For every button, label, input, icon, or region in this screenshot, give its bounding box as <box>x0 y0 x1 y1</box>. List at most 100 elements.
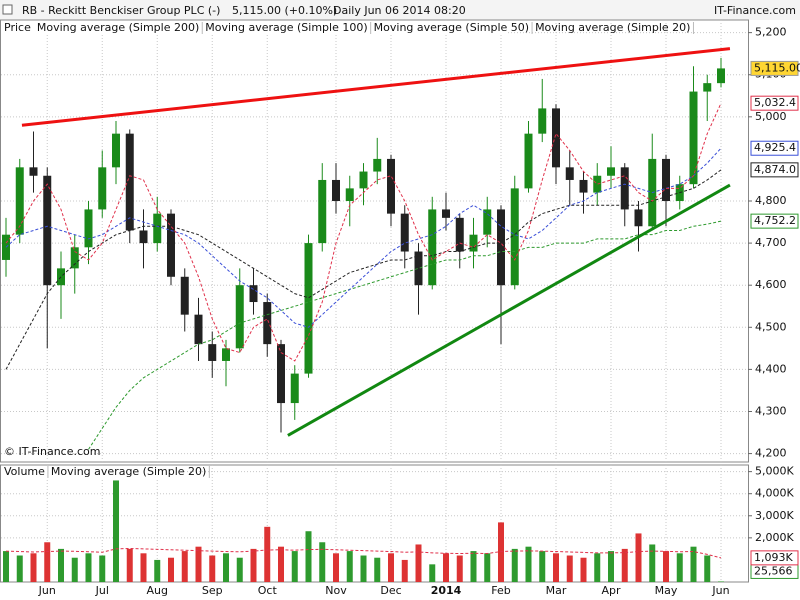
candle-body <box>662 158 670 202</box>
legend-item: Moving average (Simple 50) <box>374 21 529 34</box>
volume-bar <box>511 548 518 582</box>
y-tick-label: 4,300 <box>755 404 787 417</box>
last-value-label: 25,566 <box>754 564 793 577</box>
volume-bar <box>305 531 312 582</box>
price-panel: 4,200 4,300 4,400 4,500 4,600 4,700 4,800 5,000… <box>0 19 800 463</box>
y-tick-label: 2,000K <box>755 531 794 544</box>
x-tick-label: Jul <box>95 584 109 597</box>
volume-bar <box>484 553 491 582</box>
volume-bar <box>539 551 546 582</box>
candle-body <box>167 213 175 277</box>
volume-bar <box>429 564 436 582</box>
volume-bar <box>85 553 92 582</box>
candle-body <box>180 276 189 315</box>
volume-bar <box>388 553 394 582</box>
x-tick-label: Jun <box>711 584 729 597</box>
trendline <box>21 47 731 127</box>
y-tick-label: 4,000K <box>755 487 794 500</box>
volume-bar <box>663 551 669 582</box>
x-tick-label: Sep <box>202 584 223 597</box>
candle-body <box>497 209 505 286</box>
moving-average-line <box>5 547 722 559</box>
moving-average-line <box>5 102 722 362</box>
candle-body <box>387 158 395 214</box>
volume-bar <box>690 546 697 582</box>
candle-body <box>552 108 560 168</box>
volume-bar <box>223 553 229 582</box>
last-value-label: 4,925.4 <box>754 141 796 154</box>
candle-body <box>717 68 725 84</box>
candle-body <box>359 171 368 189</box>
volume-bar <box>456 555 463 582</box>
y-tick-label: 4,700 <box>755 236 787 249</box>
candle-body <box>634 209 643 227</box>
volume-bar <box>676 553 683 582</box>
source: IT-Finance.com <box>714 4 796 17</box>
candle-body <box>510 188 519 286</box>
candle-body <box>208 344 217 361</box>
volume-bar <box>126 548 133 582</box>
legend-item: Moving average (Simple 200) <box>37 21 199 34</box>
x-tick-label: Feb <box>491 584 510 597</box>
menu-icon[interactable] <box>2 4 13 15</box>
volume-bar <box>594 553 601 582</box>
last-value-label: 1,093K <box>754 551 793 564</box>
y-tick-label: 3,000K <box>755 509 794 522</box>
candle-body <box>15 167 24 235</box>
volume-bar <box>621 548 628 582</box>
legend-item: Moving average (Simple 100) <box>205 21 367 34</box>
volume-bar <box>44 542 51 582</box>
x-tick-label: Apr <box>601 584 621 597</box>
volume-bar <box>140 553 147 582</box>
candle-body <box>579 179 588 193</box>
chart-title: RB - Reckitt Benckiser Group PLC (-) <box>22 4 220 17</box>
candle-body <box>414 251 423 286</box>
volume-bar <box>401 559 408 582</box>
candle-body <box>222 348 230 361</box>
volume-bar <box>346 551 353 582</box>
volume-bar <box>58 548 64 582</box>
moving-average-line <box>88 220 722 450</box>
last-value-badge <box>750 162 799 178</box>
y-tick-label: 5,200 <box>755 26 787 39</box>
volume-bar <box>580 557 587 582</box>
legend-item: Price <box>4 21 31 34</box>
volume-bar <box>291 551 298 582</box>
volume-bar <box>30 553 37 582</box>
candle-body <box>125 133 134 231</box>
volume-bar <box>443 553 449 582</box>
last-value-badge <box>750 60 799 76</box>
last-value-label: 4,752.2 <box>754 214 796 227</box>
legend-bg <box>1 21 506 35</box>
candle-body <box>43 175 52 286</box>
legend-bg <box>1 466 179 479</box>
y-tick-label: 5,000K <box>755 465 794 478</box>
trendline <box>287 183 731 437</box>
volume-bar <box>635 533 642 582</box>
legend-item: Moving average (Simple 20) <box>51 465 206 478</box>
last-value-badge <box>750 213 799 229</box>
volume-bar <box>704 555 711 582</box>
volume-bar <box>209 555 216 582</box>
candle-body <box>318 179 327 244</box>
last-value-badge <box>750 550 799 566</box>
moving-average-line <box>5 147 722 328</box>
volume-bar <box>553 553 559 582</box>
volume-bar <box>236 557 243 582</box>
x-tick-label: Mar <box>546 584 567 597</box>
y-tick-label: 5,000 <box>755 110 787 123</box>
candle-body <box>524 133 533 189</box>
header-bar <box>0 0 800 20</box>
last-value-label: 4,874.0 <box>754 163 796 176</box>
volume-bar <box>99 555 106 582</box>
candle-body <box>332 179 340 202</box>
candle-body <box>112 133 120 168</box>
candle-body <box>689 91 698 185</box>
volume-bar <box>154 559 161 582</box>
volume-bar <box>319 542 326 582</box>
candle-body <box>345 188 354 202</box>
candle-body <box>70 247 79 269</box>
volume-bar <box>16 555 23 582</box>
candle-body <box>565 167 574 180</box>
